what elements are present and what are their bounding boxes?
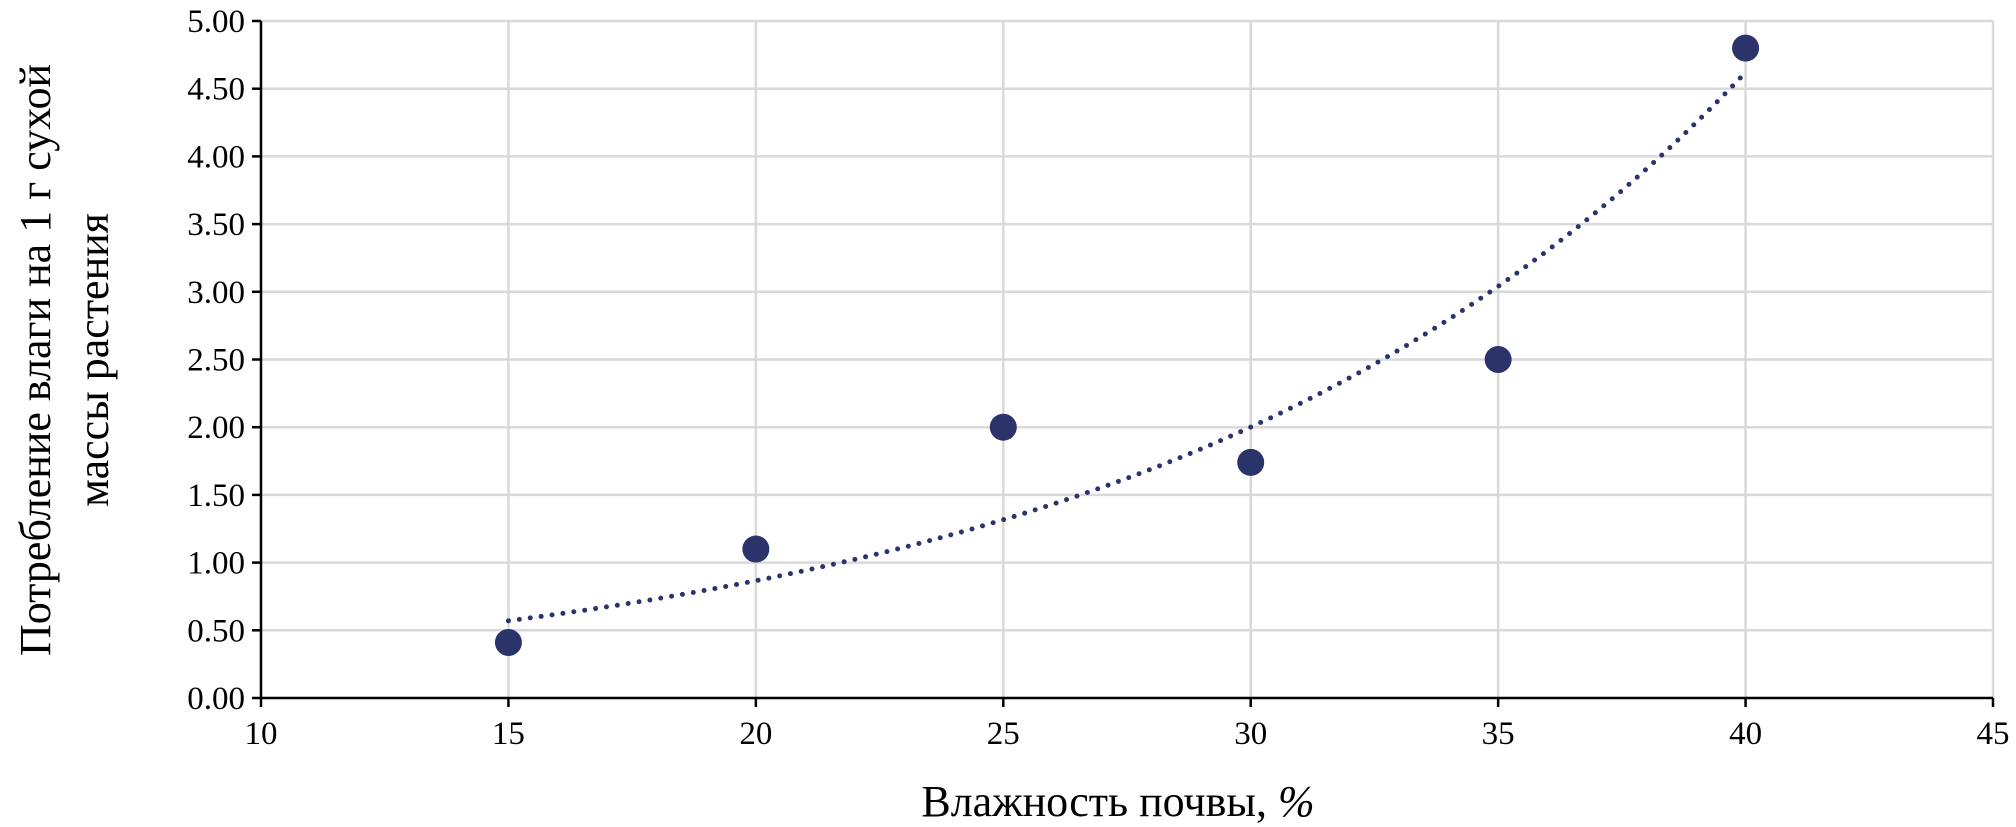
- data-point: [494, 628, 522, 656]
- y-tick-label: 1.00: [187, 546, 245, 582]
- x-tick-label: 20: [739, 716, 772, 752]
- x-axis-title-unit: %: [1278, 777, 1315, 826]
- x-tick-label: 10: [245, 716, 278, 752]
- y-tick-label: 4.50: [187, 72, 245, 108]
- x-tick-labels: 10 15 20 25 30 35 40 45: [245, 716, 2010, 752]
- x-tick-label: 40: [1729, 716, 1762, 752]
- x-tick-label: 15: [492, 716, 525, 752]
- y-tick-label: 3.50: [187, 207, 245, 243]
- data-point: [1237, 448, 1265, 476]
- y-axis-title-line-2: массы растения: [69, 213, 118, 507]
- y-tick-label: 1.50: [187, 478, 245, 514]
- y-tick-label: 0.50: [187, 613, 245, 649]
- axes: [252, 19, 1995, 707]
- x-axis-title-text: Влажность почвы,: [921, 777, 1278, 826]
- grid: [261, 19, 1995, 698]
- y-tick-label: 4.00: [187, 139, 245, 175]
- data-points: [494, 34, 1760, 656]
- exponential-trendline: [505, 69, 1749, 624]
- data-point: [742, 535, 770, 563]
- y-tick-label: 3.00: [187, 275, 245, 311]
- x-tick-label: 45: [1977, 716, 2010, 752]
- y-tick-label: 5.00: [187, 4, 245, 40]
- data-point: [1484, 346, 1512, 373]
- y-axis-title-line-1: Потребление влаги на 1 г сухой: [11, 64, 60, 656]
- data-point: [989, 413, 1017, 441]
- x-axis-title: Влажность почвы, %: [921, 777, 1314, 826]
- y-tick-label: 0.00: [187, 681, 245, 717]
- x-tick-label: 35: [1482, 716, 1515, 752]
- data-point: [1732, 34, 1760, 62]
- y-axis-title: Потребление влаги на 1 г сухой массы рас…: [11, 64, 118, 656]
- y-tick-label: 2.50: [187, 343, 245, 379]
- y-tick-labels: 0.00 0.50 1.00 1.50 2.00 2.50 3.00 3.50 4.00 4.50…: [187, 4, 245, 717]
- y-tick-label: 2.00: [187, 410, 245, 446]
- x-tick-label: 25: [987, 716, 1020, 752]
- x-tick-label: 30: [1234, 716, 1267, 752]
- trendline-layer: [505, 69, 1749, 624]
